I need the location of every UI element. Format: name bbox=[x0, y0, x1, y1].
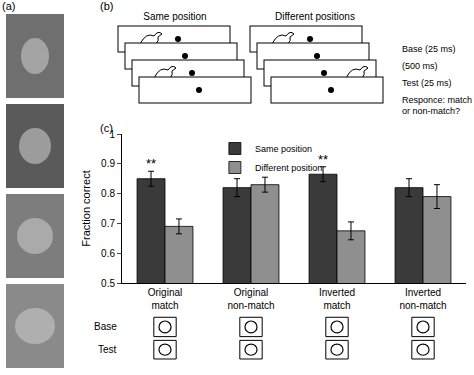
svg-text:Originalmatch: Originalmatch bbox=[148, 287, 182, 311]
svg-text:Different position: Different position bbox=[255, 163, 322, 173]
svg-text:Fraction correct: Fraction correct bbox=[80, 170, 92, 246]
svg-text:**: ** bbox=[146, 156, 156, 171]
svg-text:Invertednon-match: Invertednon-match bbox=[399, 287, 446, 311]
svg-text:**: ** bbox=[318, 152, 328, 167]
svg-text:Responce: match: Responce: match bbox=[402, 95, 472, 105]
svg-text:0.9: 0.9 bbox=[101, 158, 115, 169]
svg-text:Test (25 ms): Test (25 ms) bbox=[402, 78, 452, 88]
svg-text:Test: Test bbox=[98, 344, 117, 355]
svg-text:0.7: 0.7 bbox=[101, 218, 115, 229]
svg-text:Originalnon-match: Originalnon-match bbox=[227, 287, 274, 311]
svg-text:Base (25 ms): Base (25 ms) bbox=[402, 44, 456, 54]
svg-text:0.5: 0.5 bbox=[101, 278, 115, 289]
svg-text:0.6: 0.6 bbox=[101, 248, 115, 259]
svg-text:(500 ms): (500 ms) bbox=[402, 61, 438, 71]
svg-text:Same position: Same position bbox=[143, 11, 206, 22]
svg-text:Base: Base bbox=[94, 321, 117, 332]
svg-text:0.8: 0.8 bbox=[101, 188, 115, 199]
svg-text:Different positions: Different positions bbox=[275, 11, 355, 22]
svg-text:Invertedmatch: Invertedmatch bbox=[319, 287, 355, 311]
svg-text:Same position: Same position bbox=[255, 144, 312, 154]
svg-text:or non-match?: or non-match? bbox=[402, 106, 460, 116]
